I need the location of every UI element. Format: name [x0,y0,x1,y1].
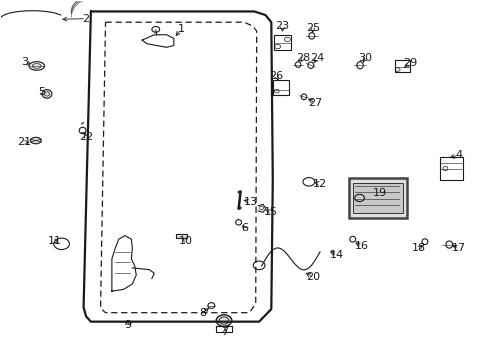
Text: 13: 13 [243,197,257,207]
Text: 18: 18 [411,243,425,253]
Text: 7: 7 [221,327,228,337]
Text: 24: 24 [310,53,324,63]
Text: 9: 9 [123,320,131,330]
Text: 5: 5 [39,87,45,97]
Text: 12: 12 [312,179,326,189]
Text: 4: 4 [454,150,462,160]
Bar [439,157,462,180]
Text: 23: 23 [275,21,289,31]
Text: 1: 1 [177,24,184,35]
Text: 20: 20 [305,272,319,282]
Bar [394,60,409,72]
Text: 6: 6 [241,224,247,233]
Text: 29: 29 [402,58,417,68]
Text: 10: 10 [179,236,193,246]
Bar [352,183,403,213]
Bar [272,80,289,95]
Ellipse shape [29,62,44,70]
Text: 16: 16 [354,241,368,251]
Text: 30: 30 [358,53,372,63]
Text: 15: 15 [264,207,278,217]
Text: 26: 26 [268,71,283,81]
Bar [273,35,291,50]
Text: 21: 21 [17,138,31,147]
Text: 19: 19 [372,188,386,198]
Text: 25: 25 [305,23,319,33]
Bar [176,234,186,238]
Ellipse shape [42,90,52,98]
Text: 28: 28 [295,53,309,63]
Text: 17: 17 [451,243,465,253]
Ellipse shape [30,137,41,144]
Bar [348,178,407,218]
Text: 11: 11 [47,236,61,246]
Text: 22: 22 [79,132,93,142]
Text: 3: 3 [21,57,28,67]
Text: 2: 2 [82,14,89,24]
Text: 8: 8 [199,308,206,318]
Text: 27: 27 [307,98,322,108]
Ellipse shape [216,315,231,326]
Text: 14: 14 [329,250,344,260]
